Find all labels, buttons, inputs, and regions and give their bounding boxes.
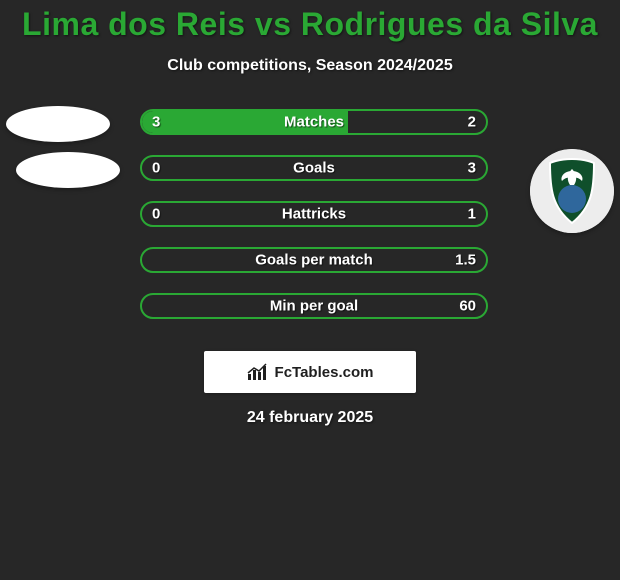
date-label: 24 february 2025 — [0, 409, 620, 427]
stat-row: Goals per match 1.5 — [0, 241, 620, 287]
stat-value-right: 1.5 — [455, 252, 476, 269]
stat-value-right: 60 — [459, 298, 476, 315]
comparison-card: Lima dos Reis vs Rodrigues da Silva Club… — [0, 0, 620, 580]
stat-value-left: 0 — [152, 160, 160, 177]
stat-bar-track: Goals per match 1.5 — [140, 247, 488, 273]
stat-label: Matches — [284, 114, 344, 131]
subtitle: Club competitions, Season 2024/2025 — [0, 57, 620, 75]
stat-row: Min per goal 60 — [0, 287, 620, 333]
stat-bar-track: Goals 0 3 — [140, 155, 488, 181]
stat-bar-track: Hattricks 0 1 — [140, 201, 488, 227]
stat-value-right: 3 — [468, 160, 476, 177]
stat-row: Hattricks 0 1 — [0, 195, 620, 241]
stat-label: Min per goal — [270, 298, 358, 315]
brand-chart-icon — [247, 363, 269, 381]
stat-row: Goals 0 3 — [0, 149, 620, 195]
stat-row: Matches 3 2 — [0, 103, 620, 149]
stat-label: Goals — [293, 160, 335, 177]
stat-value-right: 2 — [468, 114, 476, 131]
stat-label: Hattricks — [282, 206, 346, 223]
stat-bar-track: Matches 3 2 — [140, 109, 488, 135]
page-title: Lima dos Reis vs Rodrigues da Silva — [0, 0, 620, 43]
brand-text: FcTables.com — [275, 364, 374, 381]
stat-value-left: 3 — [152, 114, 160, 131]
stat-value-right: 1 — [468, 206, 476, 223]
brand-badge: FcTables.com — [204, 351, 416, 393]
stat-label: Goals per match — [255, 252, 373, 269]
stat-value-left: 0 — [152, 206, 160, 223]
stat-bar-track: Min per goal 60 — [140, 293, 488, 319]
stats-section: Matches 3 2 Goals 0 3 Hattricks 0 1 Goals per mat… — [0, 103, 620, 333]
